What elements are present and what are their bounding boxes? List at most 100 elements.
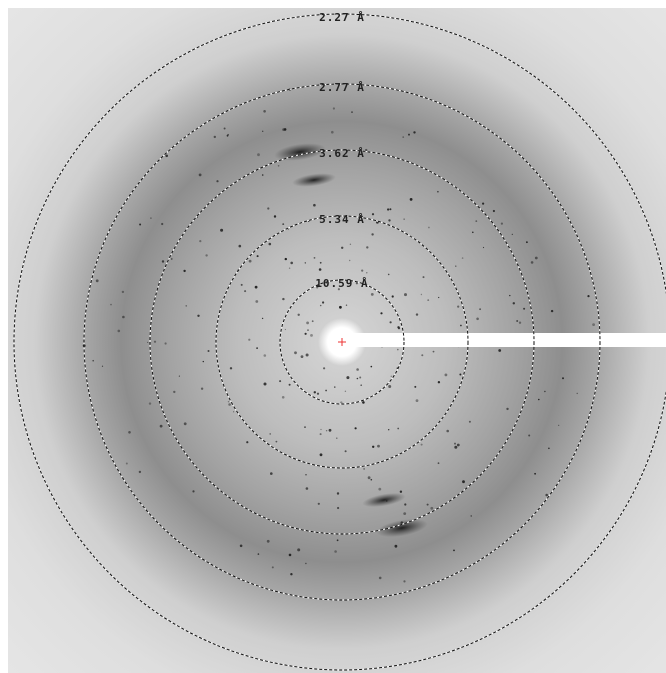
spot xyxy=(538,399,540,401)
spot xyxy=(314,257,316,259)
spot xyxy=(506,408,508,410)
spot xyxy=(224,128,226,130)
spot xyxy=(528,435,530,437)
spot xyxy=(282,298,284,300)
spot xyxy=(371,293,374,296)
spot xyxy=(421,444,423,446)
spot xyxy=(301,355,304,358)
spot xyxy=(161,223,163,225)
spot xyxy=(403,512,406,515)
spot xyxy=(150,217,152,219)
spot xyxy=(320,429,321,430)
spot xyxy=(388,385,391,388)
spot xyxy=(255,300,258,303)
spot xyxy=(460,325,462,327)
spot xyxy=(397,428,399,430)
spot xyxy=(428,227,430,229)
spot xyxy=(453,550,455,552)
spot xyxy=(278,165,280,167)
spot xyxy=(305,563,306,564)
spot xyxy=(264,354,267,357)
spot xyxy=(267,207,269,209)
spot xyxy=(534,473,536,475)
spot xyxy=(240,545,243,548)
spot xyxy=(257,153,260,156)
spot xyxy=(262,318,263,319)
spot xyxy=(173,391,175,393)
spot xyxy=(290,262,293,265)
spot xyxy=(416,399,419,402)
ring-label: 5.34 Å xyxy=(319,213,365,226)
spot xyxy=(371,366,373,368)
spot xyxy=(372,446,374,448)
spot xyxy=(548,448,550,450)
spot xyxy=(519,322,521,324)
beamstop-arm xyxy=(342,333,666,347)
spot xyxy=(239,245,242,248)
spot xyxy=(312,320,314,322)
spot xyxy=(329,429,332,432)
spot xyxy=(438,381,440,383)
spot xyxy=(318,503,320,505)
spot xyxy=(427,299,429,301)
spot xyxy=(337,507,339,509)
spot xyxy=(227,134,229,136)
spot xyxy=(255,286,258,289)
spot xyxy=(205,254,207,256)
spot xyxy=(587,295,589,297)
ring-label: 10.59 Å xyxy=(315,277,368,290)
spot xyxy=(592,323,595,326)
spot xyxy=(371,479,373,481)
spot xyxy=(313,204,316,207)
spot xyxy=(92,360,94,362)
spot xyxy=(359,377,361,379)
spot xyxy=(241,284,243,286)
spot xyxy=(270,472,273,475)
spot xyxy=(341,247,343,249)
spot xyxy=(323,367,325,369)
spot xyxy=(395,545,398,548)
spot xyxy=(165,342,167,344)
spot xyxy=(388,274,390,276)
spot xyxy=(351,111,353,113)
spot xyxy=(404,293,407,296)
spot xyxy=(305,333,307,335)
spot xyxy=(438,297,439,298)
spot xyxy=(362,401,365,404)
spot xyxy=(214,136,216,138)
spot xyxy=(102,366,103,367)
spot xyxy=(186,305,187,306)
spot xyxy=(284,128,287,131)
spot xyxy=(154,341,156,343)
spot xyxy=(389,208,391,210)
spot xyxy=(320,433,322,435)
spot xyxy=(414,386,416,388)
spot xyxy=(430,507,433,510)
spot xyxy=(391,376,392,377)
spot xyxy=(289,268,290,269)
spot xyxy=(294,351,297,354)
spot xyxy=(357,378,359,380)
spot xyxy=(454,443,456,445)
spot xyxy=(388,219,390,221)
spot xyxy=(433,351,435,353)
spot xyxy=(310,334,313,337)
spot xyxy=(126,463,128,465)
spot xyxy=(378,488,381,491)
spot xyxy=(305,474,306,475)
spot xyxy=(544,391,545,392)
spot xyxy=(199,174,202,177)
spot xyxy=(262,131,263,132)
spot xyxy=(471,515,472,516)
spot xyxy=(404,503,406,505)
spot xyxy=(349,260,350,261)
spot xyxy=(272,566,274,568)
spot xyxy=(314,391,316,393)
spot xyxy=(336,438,337,439)
spot xyxy=(512,234,513,235)
spot xyxy=(179,376,180,377)
spot xyxy=(361,270,363,272)
spot xyxy=(258,553,260,555)
spot xyxy=(298,314,300,316)
spot xyxy=(228,403,231,406)
